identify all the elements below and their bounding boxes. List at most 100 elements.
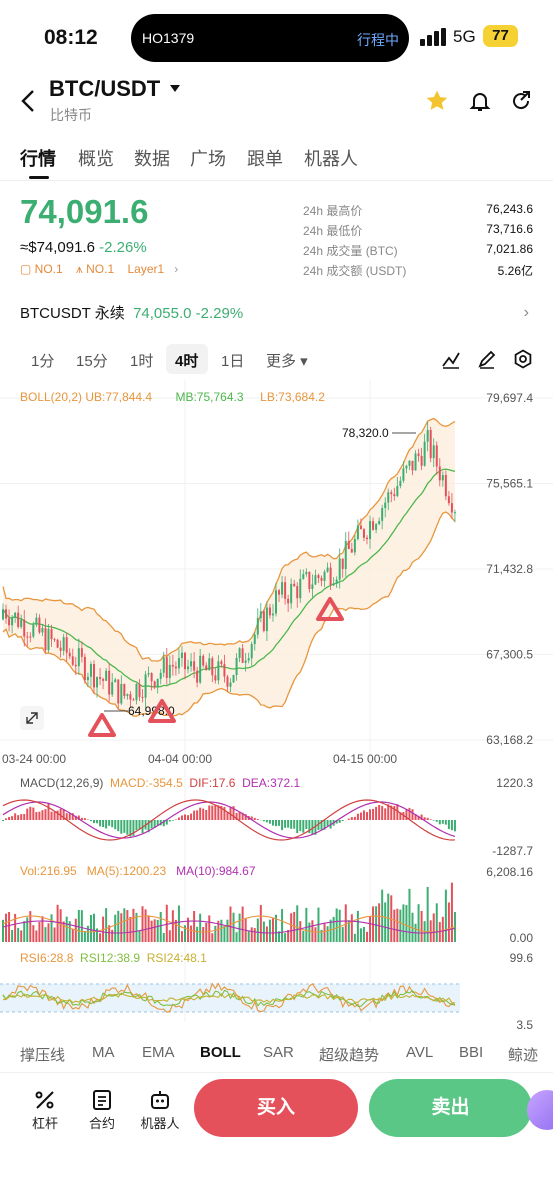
robot-label[interactable]: 机器人: [140, 1116, 180, 1131]
macd-bar: [68, 813, 71, 820]
chevron-right-icon[interactable]: ›: [523, 304, 529, 321]
volume-axis-label: 6,208.16: [486, 865, 533, 879]
rank-badges[interactable]: ▢ NO.1 ⩚ NO.1 Layer1 ›: [20, 262, 179, 276]
volume-bar: [14, 913, 17, 942]
price-axis-label: 79,697.4: [486, 391, 533, 405]
volume-bar: [89, 914, 92, 942]
candle-body: [435, 445, 438, 467]
indicator-support[interactable]: 撑压线: [20, 1047, 66, 1064]
macd-bar: [177, 817, 180, 820]
volume-bar: [35, 930, 38, 942]
bell-icon[interactable]: [468, 89, 492, 113]
candle-body: [293, 583, 296, 587]
signal-marker-icon: [88, 713, 116, 737]
back-arrow-icon[interactable]: [18, 88, 40, 114]
status-time: 08:12: [44, 26, 98, 49]
indicator-icon[interactable]: [441, 349, 461, 369]
perpetual-change: -2.29%: [195, 305, 244, 322]
leverage-label[interactable]: 杠杆: [31, 1116, 58, 1131]
candle-body: [338, 558, 341, 580]
macd-bar: [220, 805, 223, 820]
period-4h[interactable]: 4时: [175, 353, 199, 370]
macd-bar: [5, 818, 8, 820]
pair-dropdown-icon[interactable]: [170, 85, 180, 92]
assistant-bubble[interactable]: [527, 1090, 553, 1130]
kline-chart[interactable]: 79,697.4 75,565.1 71,432.8 67,300.5 63,168.2…: [0, 380, 553, 1040]
contract-icon[interactable]: [91, 1089, 113, 1111]
volume-bar: [77, 909, 80, 942]
volume-bar: [278, 931, 281, 942]
share-icon[interactable]: [509, 89, 533, 113]
volume-bar: [165, 904, 168, 942]
buy-button[interactable]: 买入: [194, 1079, 358, 1137]
candle-body: [450, 503, 453, 513]
period-15m[interactable]: 15分: [76, 353, 108, 370]
tab-market[interactable]: 行情: [20, 149, 56, 169]
robot-icon[interactable]: [149, 1089, 171, 1111]
period-1d[interactable]: 1日: [221, 353, 245, 370]
macd-bar: [450, 820, 453, 831]
star-icon[interactable]: [425, 89, 449, 113]
volume-bar: [184, 925, 186, 942]
settings-icon[interactable]: [513, 349, 533, 369]
indicator-whale[interactable]: 鲸迹: [508, 1047, 539, 1064]
candle-body: [393, 494, 396, 497]
macd-bar: [120, 820, 123, 834]
macd-bar: [226, 811, 229, 820]
indicator-supertrend[interactable]: 超级趋势: [319, 1047, 380, 1064]
perpetual-row[interactable]: BTCUSDT 永续 74,055.0 -2.29%: [20, 302, 243, 323]
period-1h[interactable]: 1时: [130, 353, 154, 370]
candle-body: [299, 578, 302, 599]
candle-body: [17, 612, 20, 628]
candle-body: [208, 658, 211, 671]
candle-body: [320, 577, 323, 581]
volume-bar: [50, 914, 53, 942]
volume-bar: [441, 916, 444, 942]
volume-bar: [362, 926, 365, 942]
tab-data[interactable]: 数据: [134, 149, 170, 169]
candle-body: [408, 460, 411, 466]
macd-bar: [447, 820, 450, 830]
volume-bar: [384, 902, 387, 942]
candle-body: [381, 508, 384, 521]
volume-bar: [135, 912, 138, 942]
volume-bar: [117, 910, 120, 942]
leverage-icon[interactable]: [34, 1089, 56, 1111]
sell-button[interactable]: 卖出: [369, 1079, 532, 1137]
contract-label[interactable]: 合约: [88, 1116, 115, 1131]
pair-title[interactable]: BTC/USDT: [49, 76, 161, 101]
macd-bar: [402, 812, 405, 820]
period-1m[interactable]: 1分: [31, 353, 55, 370]
macd-bar: [356, 813, 359, 820]
volume-bar: [193, 910, 196, 942]
dynamic-island[interactable]: HO1379 行程中: [131, 14, 409, 62]
period-more[interactable]: 更多 ▾: [266, 353, 308, 370]
volume-bar: [65, 916, 68, 942]
macd-bar: [268, 820, 271, 824]
macd-bar: [56, 810, 59, 820]
volume-bar: [275, 914, 277, 942]
tab-overview[interactable]: 概览: [78, 149, 114, 169]
macd-bar: [62, 809, 65, 820]
macd-bar: [199, 807, 202, 820]
indicator-ema[interactable]: EMA: [142, 1044, 175, 1061]
candle-body: [350, 549, 353, 553]
indicator-ma[interactable]: MA: [92, 1044, 115, 1061]
candle-body: [20, 619, 23, 628]
volume-bar: [217, 920, 220, 942]
tab-copy-trade[interactable]: 跟单: [247, 149, 283, 169]
tab-square[interactable]: 广场: [190, 149, 226, 169]
macd-bar: [296, 820, 299, 834]
volume-bar: [302, 930, 305, 942]
indicator-bbi[interactable]: BBI: [459, 1044, 484, 1061]
indicator-avl[interactable]: AVL: [406, 1044, 434, 1061]
macd-bar: [180, 815, 183, 820]
indicator-sar[interactable]: SAR: [263, 1044, 294, 1061]
volume-bar: [71, 928, 74, 942]
macd-bar: [126, 820, 129, 835]
volume-bar: [256, 918, 259, 942]
tab-robot[interactable]: 机器人: [304, 149, 358, 169]
macd-legend: MACD(12,26,9) MACD:-354.5 DIF:17.6 DEA:3…: [20, 776, 301, 790]
indicator-boll[interactable]: BOLL: [200, 1044, 241, 1061]
draw-pen-icon[interactable]: [477, 349, 497, 369]
